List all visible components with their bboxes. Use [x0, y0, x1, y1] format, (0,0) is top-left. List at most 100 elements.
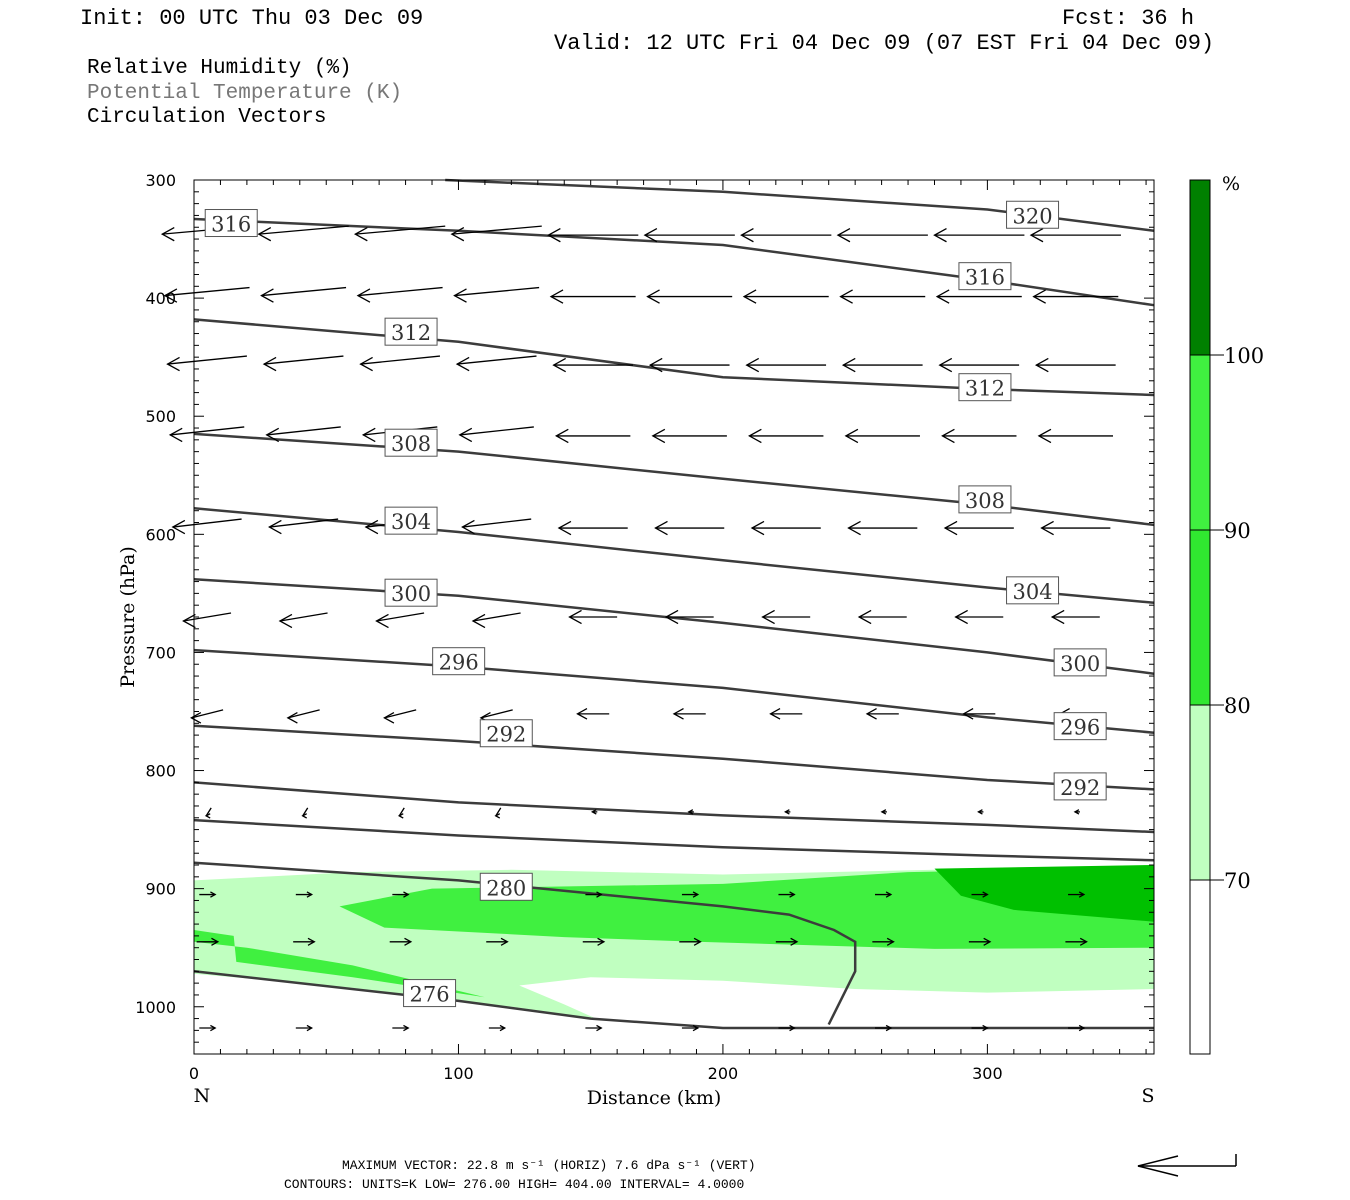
contour-label: 280 — [479, 872, 533, 901]
theta-contour — [193, 318, 1155, 397]
vector-arrowhead — [403, 1024, 410, 1032]
circulation-vector — [205, 807, 212, 817]
legend-vectors: Circulation Vectors — [87, 106, 327, 129]
contour-label: 300 — [384, 578, 438, 607]
vector-arrowhead — [693, 937, 702, 946]
legend-theta: Potential Temperature (K) — [87, 82, 403, 105]
vector-arrowhead — [361, 427, 376, 443]
vector-arrowhead — [687, 809, 694, 815]
vector-arrowhead — [1029, 227, 1044, 243]
vector-arrowhead — [1032, 289, 1046, 304]
vector-arrowhead — [204, 813, 211, 819]
circulation-vector — [384, 709, 417, 719]
circulation-vector — [172, 518, 242, 528]
contour-label-text: 316 — [211, 213, 251, 237]
vector-arrowhead — [307, 937, 316, 946]
colorbar-label: 80 — [1224, 694, 1251, 718]
vector-arrowhead — [857, 609, 872, 625]
contour-label-text: 300 — [1060, 652, 1100, 676]
circulation-vector — [264, 355, 344, 365]
vector-arrowhead — [306, 891, 314, 898]
contour-label-text: 292 — [486, 723, 526, 747]
contour-label: 292 — [1053, 772, 1107, 801]
contour-label: 292 — [479, 719, 533, 748]
circulation-vector — [266, 426, 341, 436]
theta-contour — [193, 781, 1155, 834]
vector-arrowhead — [190, 712, 202, 724]
vector-arrowhead — [458, 427, 473, 443]
contour-label: 308 — [384, 428, 438, 457]
y-tick-label: 800 — [145, 762, 176, 781]
contour-label-text: 316 — [965, 266, 1005, 290]
colorbar-segment — [1190, 880, 1210, 1054]
contour-label-text: 320 — [1012, 204, 1052, 228]
vector-arrowhead — [790, 937, 799, 946]
vector-arrowhead — [547, 227, 561, 243]
contour-info: CONTOURS: UNITS=K LOW= 276.00 HIGH= 404.… — [284, 1177, 745, 1192]
contour-label: 316 — [958, 262, 1012, 291]
vector-arrowhead — [646, 289, 660, 304]
vector-arrowhead — [356, 288, 371, 303]
vector-arrowhead — [745, 357, 760, 373]
vector-arrowhead — [210, 1024, 217, 1032]
contour-label-text: 312 — [391, 321, 431, 345]
vector-arrowhead — [836, 227, 851, 243]
vector-arrowhead — [983, 937, 992, 946]
contour-label: 304 — [384, 506, 438, 535]
vector-arrowhead — [403, 891, 410, 898]
contour-label-box — [1006, 200, 1060, 229]
vector-arrowhead — [1073, 809, 1080, 815]
vector-arrowhead — [268, 519, 282, 535]
vector-arrowhead — [554, 428, 569, 444]
vector-arrowhead — [364, 519, 379, 535]
vector-arrowhead — [742, 289, 757, 304]
vector-arrowhead — [375, 613, 389, 629]
vector-arrowhead — [1078, 1024, 1086, 1032]
contour-label-box — [384, 428, 438, 457]
vector-arrowhead — [748, 428, 762, 444]
colorbar-segment — [1190, 705, 1210, 880]
vector-arrowhead — [182, 613, 196, 629]
vector-arrowhead — [286, 712, 298, 724]
rh-region-rh90 — [934, 865, 1154, 922]
vector-arrowhead — [168, 427, 183, 443]
circulation-vector — [495, 807, 502, 817]
reference-vector-head — [1137, 1155, 1179, 1177]
contour-label: 316 — [204, 209, 258, 238]
vector-arrowhead — [847, 520, 861, 536]
contour-label-box — [204, 209, 258, 238]
contour-label-box — [958, 262, 1012, 291]
contour-label: 276 — [403, 979, 457, 1008]
contour-label-text: 304 — [391, 510, 431, 534]
contour-label: 300 — [1053, 648, 1107, 677]
vector-arrowhead — [664, 609, 679, 625]
contour-label: 312 — [958, 373, 1012, 402]
contour-label: 296 — [1053, 712, 1107, 741]
vector-arrowhead — [500, 937, 509, 946]
vector-arrowhead — [977, 809, 983, 815]
vector-arrowhead — [769, 708, 781, 720]
circulation-vector — [451, 225, 542, 235]
vector-arrowhead — [865, 708, 877, 720]
vector-arrowhead — [211, 937, 220, 946]
circulation-vector — [360, 355, 441, 365]
vector-arrowhead — [596, 1024, 603, 1032]
vector-arrowhead — [557, 520, 572, 536]
vector-arrowhead — [596, 891, 603, 898]
vector-arrowhead — [163, 288, 178, 303]
vector-arrowhead — [383, 712, 395, 724]
vector-arrowhead — [954, 609, 968, 625]
contour-label-box — [479, 872, 533, 901]
vector-arrowhead — [962, 708, 974, 720]
endpoint-right: S — [1141, 1085, 1154, 1107]
contour-label-box — [1053, 772, 1107, 801]
circulation-vector — [269, 518, 339, 528]
y-tick-label: 1000 — [135, 998, 176, 1017]
vector-arrowhead — [672, 708, 684, 720]
y-tick-label: 600 — [145, 525, 176, 544]
vector-arrowhead — [455, 356, 470, 372]
colorbar-label: 100 — [1224, 344, 1264, 368]
vector-arrowhead — [643, 227, 658, 243]
contour-label: 308 — [958, 485, 1012, 514]
contour-label-box — [384, 578, 438, 607]
